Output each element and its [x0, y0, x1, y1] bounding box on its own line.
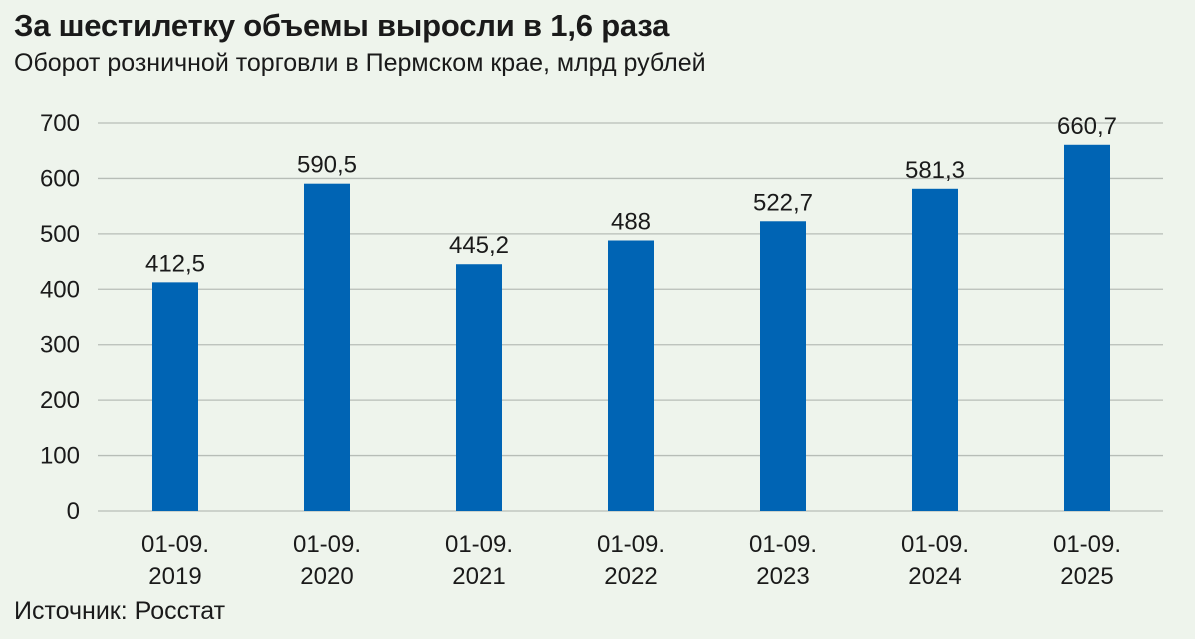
- x-tick-label: 01-09.: [749, 531, 817, 558]
- data-label: 590,5: [297, 152, 357, 179]
- y-tick-label: 100: [40, 443, 80, 470]
- y-tick-label: 300: [40, 332, 80, 359]
- y-tick-label: 0: [67, 498, 80, 525]
- bar: [912, 188, 958, 512]
- x-tick-label: 01-09.: [901, 531, 969, 558]
- data-label: 445,2: [449, 232, 509, 259]
- data-labels: 412,5 590,5 445,2 488 522,7 581,3 660,7: [145, 113, 1117, 278]
- x-tick-label: 2019: [148, 563, 201, 590]
- x-tick-label: 01-09.: [1053, 531, 1121, 558]
- bar: [608, 240, 654, 511]
- x-axis-tick-labels: 01-09. 2019 01-09. 2020 01-09. 2021 01-09. 2022…: [141, 531, 1121, 590]
- data-label: 581,3: [905, 157, 965, 184]
- chart-subtitle: Оборот розничной торговли в Пермском кра…: [14, 49, 706, 77]
- x-tick-label: 2022: [604, 563, 657, 590]
- bars: [152, 144, 1110, 512]
- y-tick-label: 400: [40, 276, 80, 303]
- bar: [760, 221, 806, 512]
- data-label: 522,7: [753, 189, 813, 216]
- chart-title: За шестилетку объемы выросли в 1,6 раза: [14, 8, 670, 43]
- data-label: 488: [611, 209, 651, 236]
- y-axis-tick-labels: 0 100 200 300 400 500 600 700: [40, 110, 80, 525]
- y-tick-label: 600: [40, 165, 80, 192]
- y-tick-label: 500: [40, 221, 80, 248]
- x-tick-label: 01-09.: [597, 531, 665, 558]
- x-tick-label: 01-09.: [141, 531, 209, 558]
- x-tick-label: 2021: [452, 563, 505, 590]
- x-tick-label: 2020: [300, 563, 353, 590]
- bar: [1064, 144, 1110, 511]
- y-tick-label: 700: [40, 110, 80, 137]
- data-label: 412,5: [145, 250, 205, 277]
- bar: [456, 264, 502, 511]
- source-note: Источник: Росстат: [14, 597, 226, 625]
- x-tick-label: 01-09.: [445, 531, 513, 558]
- data-label: 660,7: [1057, 113, 1117, 140]
- x-tick-label: 01-09.: [293, 531, 361, 558]
- x-tick-label: 2025: [1060, 563, 1113, 590]
- y-tick-label: 200: [40, 387, 80, 414]
- x-tick-label: 2023: [756, 563, 809, 590]
- x-tick-label: 2024: [908, 563, 961, 590]
- bar: [304, 183, 350, 512]
- bar: [152, 282, 198, 511]
